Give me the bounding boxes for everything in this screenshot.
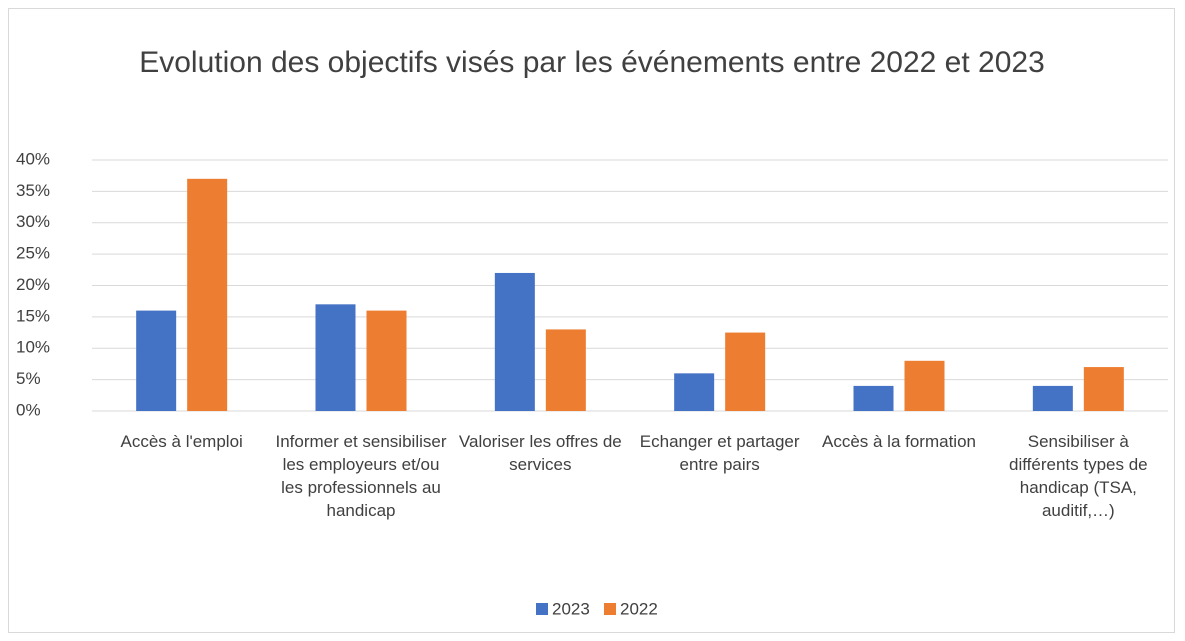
y-tick-label: 0% [16,400,41,419]
y-tick-label: 20% [16,275,50,294]
bar [853,385,894,411]
x-tick-label: Accès à la formation [821,432,976,451]
chart-title: Evolution des objectifs visés par les év… [139,46,1045,79]
y-tick-label: 10% [16,338,50,357]
bar [494,272,535,411]
y-tick-label: 25% [16,244,50,263]
x-tick-label: Echanger et partager entre pairs [639,432,800,474]
x-tick-label: Accès à l'emploi [120,432,243,451]
bar [136,310,177,411]
bar [1032,385,1073,411]
legend-swatch [536,603,548,615]
bar [187,178,228,411]
x-tick-label: Sensibiliser à différents types de handi… [1009,432,1148,520]
legend-label: 2023 [552,599,590,618]
y-tick-label: 5% [16,369,41,388]
x-tick-label: Valoriser les offres de services [458,432,622,474]
legend-label: 2022 [620,599,658,618]
chart-frame [8,8,1175,633]
bar [674,373,715,411]
legend-swatch [604,603,616,615]
bar [315,304,356,411]
bar [1083,367,1124,411]
y-tick-label: 40% [16,149,50,168]
bar [545,329,586,411]
bar [725,332,766,411]
bar [366,310,407,411]
y-tick-label: 30% [16,212,50,231]
bar [904,360,945,411]
y-tick-label: 15% [16,306,50,325]
y-tick-label: 35% [16,181,50,200]
x-tick-label: Informer et sensibiliser les employeurs … [275,432,447,520]
